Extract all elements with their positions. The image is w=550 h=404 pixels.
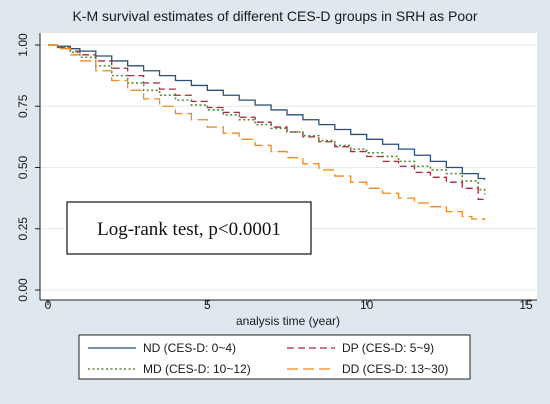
- series-line-dd: [48, 44, 486, 221]
- legend-box: [78, 334, 471, 380]
- x-tick-label: 10: [360, 298, 374, 312]
- legend-label-md: MD (CES-D: 10~12): [143, 362, 251, 376]
- series-line-dp: [48, 44, 486, 202]
- y-axis-ticks: 0.00 0.25 0.50 0.75 1.00: [16, 33, 40, 302]
- survival-curves: [48, 44, 486, 221]
- y-tick-label: 0.75: [16, 94, 30, 118]
- y-tick-label: 0.00: [16, 278, 30, 302]
- annotation-frame: [66, 201, 312, 255]
- x-tick-label: 0: [45, 298, 52, 312]
- y-tick-label: 0.25: [16, 217, 30, 241]
- legend-label-nd: ND (CES-D: 0~4): [143, 341, 236, 355]
- x-axis-label: analysis time (year): [236, 314, 340, 328]
- legend-label-dp: DP (CES-D: 5~9): [342, 341, 434, 355]
- x-tick-label: 15: [519, 298, 533, 312]
- y-tick-label: 0.50: [16, 155, 30, 179]
- y-tick-label: 1.00: [16, 33, 30, 57]
- x-tick-label: 5: [204, 298, 211, 312]
- plot-area: [40, 33, 537, 300]
- annotation-box: Log-rank test, p<0.0001: [66, 201, 312, 255]
- legend-label-dd: DD (CES-D: 13~30): [342, 362, 448, 376]
- series-line-md: [48, 44, 486, 195]
- x-axis-ticks: 0 5 10 15: [45, 298, 533, 312]
- legend: ND (CES-D: 0~4) DP (CES-D: 5~9) MD (CES-D:…: [88, 341, 448, 376]
- chart-title: K-M survival estimates of different CES-…: [72, 8, 477, 24]
- series-line-nd: [48, 44, 486, 180]
- logrank-annotation: Log-rank test, p<0.0001: [97, 219, 281, 240]
